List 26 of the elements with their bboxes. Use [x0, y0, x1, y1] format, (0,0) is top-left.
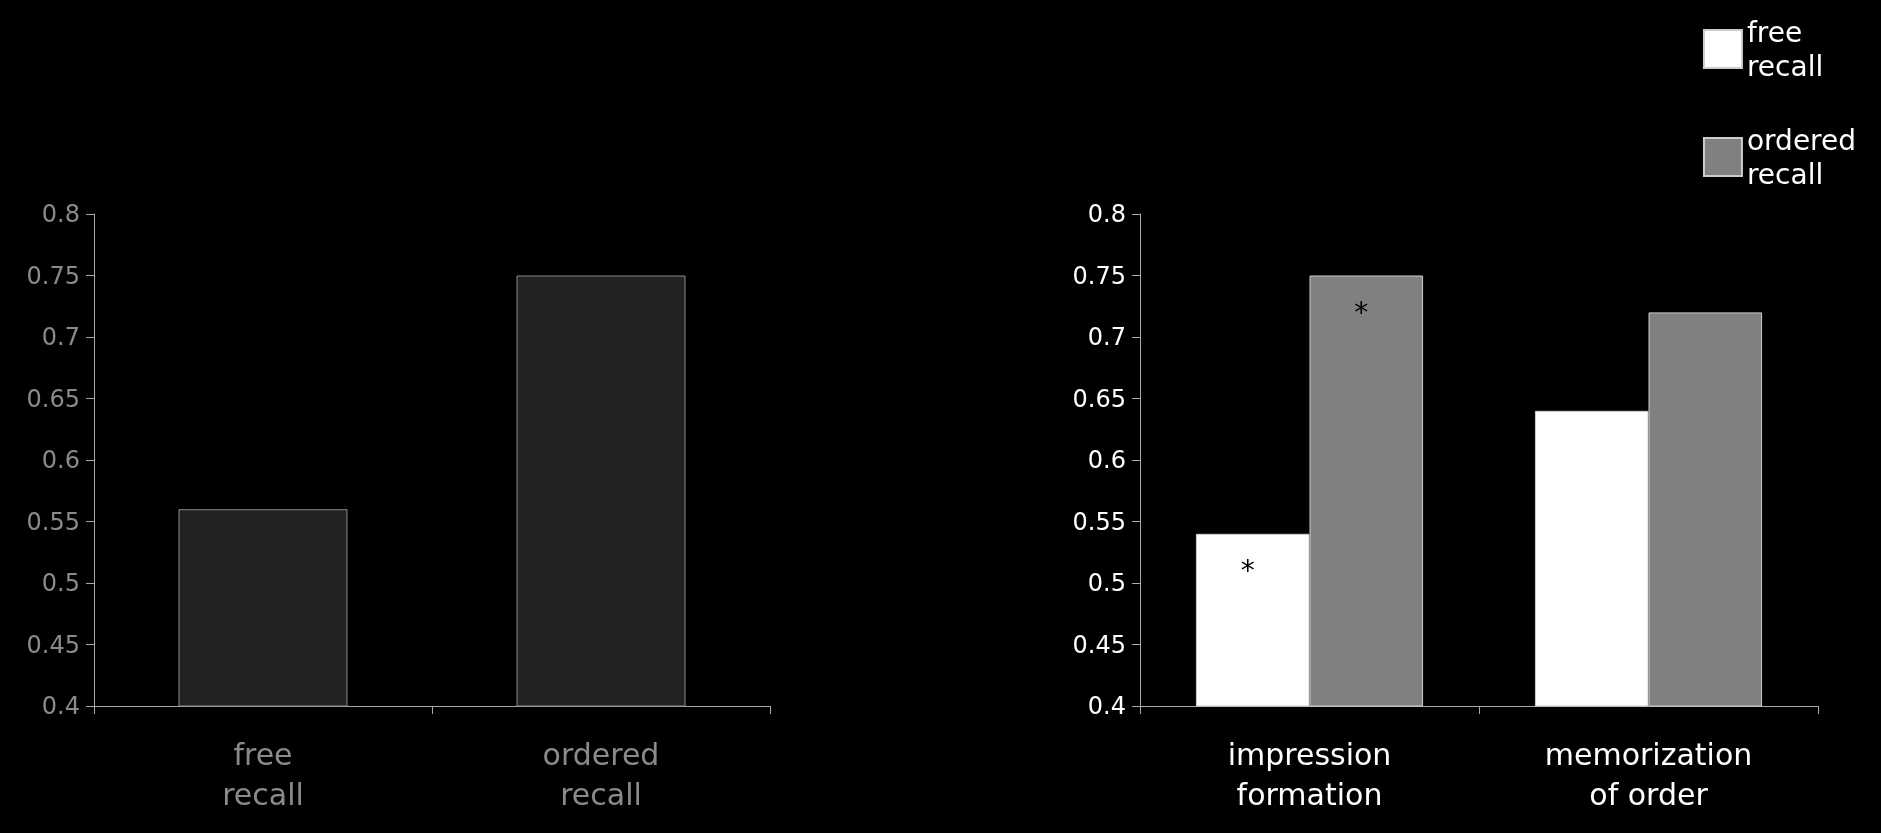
y-tick-label: 0.65 — [1072, 384, 1126, 413]
data-label: * — [1354, 296, 1369, 329]
y-tick-label: 0.75 — [26, 261, 80, 290]
y-tick-label: 0.4 — [1087, 692, 1126, 720]
x-tick-label: memorization of order — [1544, 736, 1753, 812]
y-tick-label: 0.45 — [1072, 630, 1126, 659]
y-tick-label: 0.6 — [41, 446, 80, 474]
y-tick-label: 0.5 — [41, 569, 80, 597]
legend-label: ordered recall — [1746, 123, 1856, 191]
y-tick-label: 0.8 — [1087, 200, 1126, 228]
y-tick-label: 0.6 — [1087, 446, 1126, 474]
y-tick-label: 0.55 — [1072, 507, 1126, 536]
data-label: * — [1240, 554, 1255, 588]
y-tick-label: 0.75 — [1072, 261, 1126, 290]
y-tick-label: 0.4 — [41, 692, 80, 720]
x-tick-label: free recall — [222, 736, 304, 812]
y-tick-label: 0.7 — [1087, 323, 1126, 351]
y-tick-label: 0.55 — [26, 507, 80, 536]
y-tick-label: 0.8 — [41, 200, 80, 228]
legend-label: free recall — [1746, 15, 1824, 83]
y-tick-label: 0.65 — [26, 384, 80, 413]
x-tick-label: impression formation — [1227, 736, 1392, 812]
y-tick-label: 0.7 — [41, 323, 80, 351]
y-tick-label: 0.45 — [26, 630, 80, 659]
x-tick-label: ordered recall — [542, 736, 660, 812]
y-tick-label: 0.5 — [1087, 569, 1126, 597]
